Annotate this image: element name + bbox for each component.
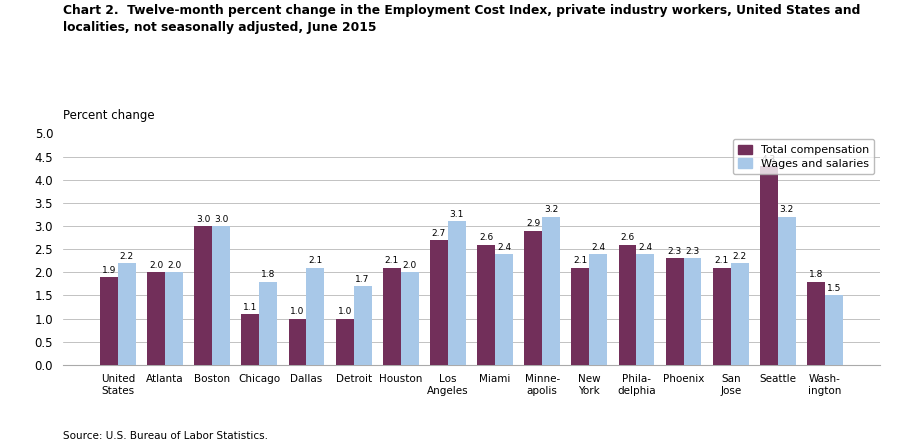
Text: 2.1: 2.1 (308, 256, 322, 265)
Text: Percent change: Percent change (63, 109, 154, 122)
Bar (807, 282, 825, 365)
Bar (619, 245, 637, 365)
Text: 2.0: 2.0 (402, 261, 417, 270)
Text: 1.1: 1.1 (243, 303, 258, 312)
Bar (383, 268, 401, 365)
Text: 3.0: 3.0 (214, 215, 228, 224)
Bar (194, 226, 212, 365)
Text: 2.9: 2.9 (526, 219, 541, 228)
Text: 2.1: 2.1 (384, 256, 399, 265)
Text: 1.8: 1.8 (809, 270, 823, 279)
Text: 2.2: 2.2 (733, 252, 747, 261)
Bar (683, 259, 701, 365)
Bar (147, 272, 165, 365)
Text: Chart 2.  Twelve-month percent change in the Employment Cost Index, private indu: Chart 2. Twelve-month percent change in … (63, 4, 860, 34)
Text: 2.0: 2.0 (167, 261, 181, 270)
Bar (665, 259, 683, 365)
Text: 1.5: 1.5 (827, 284, 841, 293)
Text: Source: U.S. Bureau of Labor Statistics.: Source: U.S. Bureau of Labor Statistics. (63, 431, 268, 441)
Bar (430, 240, 448, 365)
Text: 2.6: 2.6 (479, 233, 493, 242)
Text: 3.2: 3.2 (779, 206, 794, 214)
Bar (401, 272, 418, 365)
Bar (212, 226, 230, 365)
Text: 2.3: 2.3 (667, 247, 682, 256)
Bar (260, 282, 277, 365)
Bar (165, 272, 183, 365)
Bar (589, 254, 607, 365)
Text: 1.7: 1.7 (356, 275, 370, 284)
Bar (778, 217, 796, 365)
Text: 3.2: 3.2 (544, 206, 559, 214)
Bar (637, 254, 655, 365)
Bar (306, 268, 324, 365)
Text: 2.0: 2.0 (149, 261, 163, 270)
Bar (731, 263, 749, 365)
Bar (336, 319, 354, 365)
Text: 2.1: 2.1 (715, 256, 729, 265)
Text: 1.8: 1.8 (261, 270, 276, 279)
Bar (288, 319, 306, 365)
Text: 2.2: 2.2 (119, 252, 134, 261)
Text: 1.9: 1.9 (101, 266, 116, 275)
Text: 3.1: 3.1 (450, 210, 464, 219)
Text: 3.0: 3.0 (196, 215, 210, 224)
Bar (242, 314, 260, 365)
Bar (713, 268, 731, 365)
Bar (354, 286, 372, 365)
Bar (825, 295, 843, 365)
Text: 2.4: 2.4 (638, 243, 653, 251)
Bar (118, 263, 136, 365)
Text: 2.6: 2.6 (621, 233, 635, 242)
Text: 2.3: 2.3 (685, 247, 700, 256)
Legend: Total compensation, Wages and salaries: Total compensation, Wages and salaries (733, 139, 875, 174)
Bar (524, 231, 542, 365)
Text: 4.3: 4.3 (762, 154, 776, 164)
Bar (542, 217, 560, 365)
Bar (477, 245, 495, 365)
Bar (100, 277, 118, 365)
Text: 2.4: 2.4 (497, 243, 511, 251)
Bar (448, 222, 466, 365)
Bar (760, 166, 778, 365)
Text: 1.0: 1.0 (290, 307, 304, 316)
Bar (571, 268, 589, 365)
Text: 2.7: 2.7 (432, 229, 446, 238)
Text: 2.1: 2.1 (573, 256, 587, 265)
Text: 1.0: 1.0 (338, 307, 352, 316)
Text: 2.4: 2.4 (591, 243, 605, 251)
Bar (495, 254, 513, 365)
